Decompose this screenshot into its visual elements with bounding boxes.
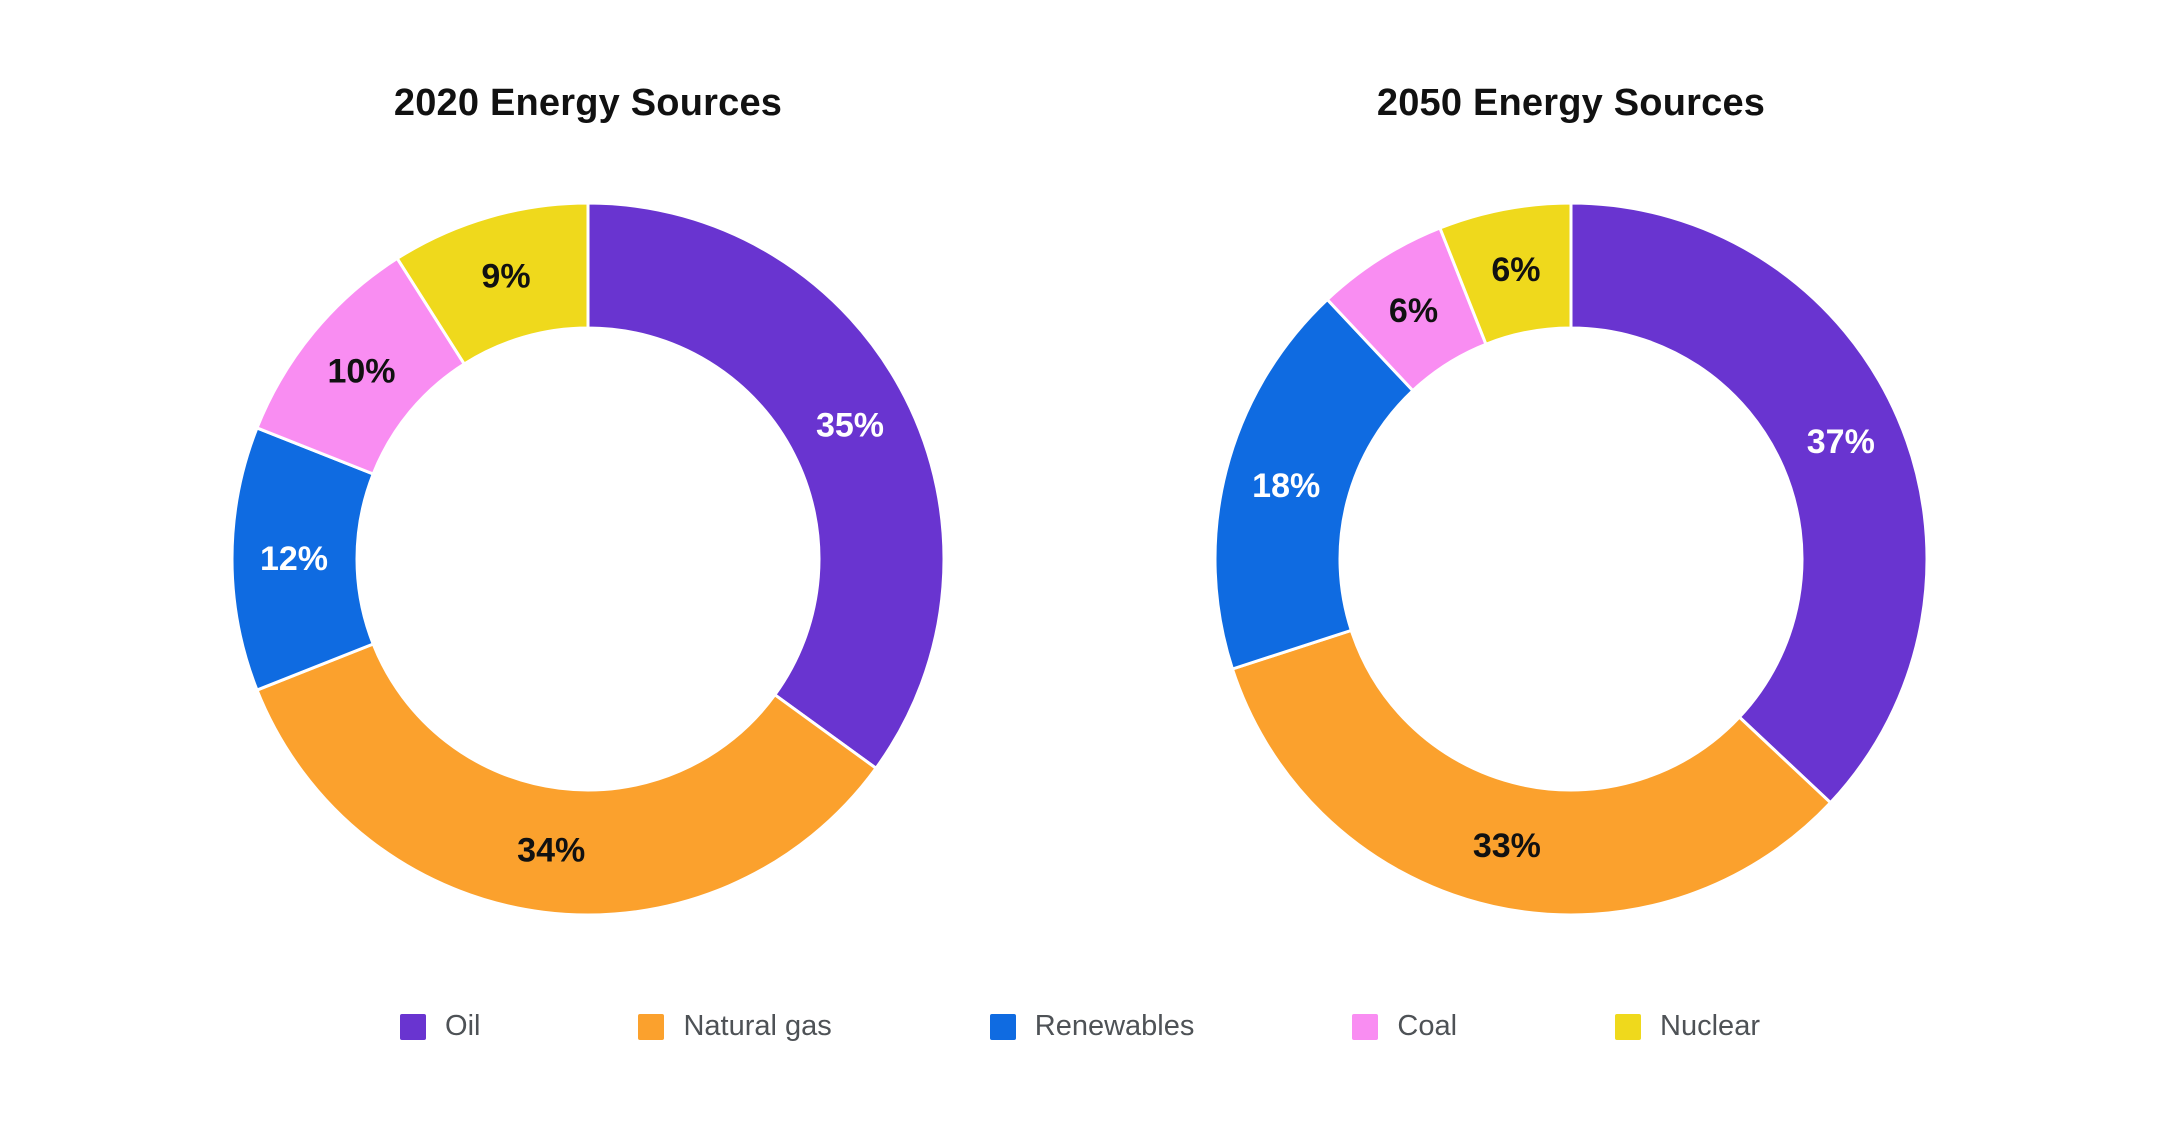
- slice-percent-label-renewables: 18%: [1252, 467, 1320, 505]
- legend-swatch-coal: [1352, 1013, 1379, 1040]
- donut-slice-nuclear: [395, 201, 590, 366]
- slice-percent-label-oil: 37%: [1807, 423, 1875, 461]
- legend: Oil Natural gas Renewables Coal Nuclear: [0, 1010, 2160, 1043]
- slice-percent-label-natural-gas: 34%: [517, 832, 585, 870]
- donut-chart-2050: 37% 33% 18% 6% 6%: [1213, 201, 1929, 917]
- legend-label: Oil: [445, 1010, 481, 1042]
- legend-swatch-natural-gas: [638, 1013, 665, 1040]
- chart-title-2020: 2020 Energy Sources: [393, 82, 783, 124]
- slice-percent-label-oil: 35%: [816, 407, 884, 445]
- donut-slice-oil: [586, 201, 946, 770]
- donut-slice-nuclear: [1438, 201, 1573, 346]
- legend-label: Renewables: [1034, 1010, 1195, 1042]
- legend-item-nuclear: Nuclear: [1615, 1010, 1760, 1043]
- chart-title-2050: 2050 Energy Sources: [1376, 82, 1766, 124]
- legend-item-renewables: Renewables: [989, 1010, 1195, 1043]
- legend-swatch-oil: [400, 1013, 427, 1040]
- legend-label: Nuclear: [1660, 1010, 1760, 1042]
- legend-swatch-nuclear: [1615, 1013, 1642, 1040]
- slice-percent-label-nuclear: 9%: [481, 258, 530, 296]
- slice-percent-label-natural-gas: 33%: [1473, 827, 1541, 865]
- legend-swatch-renewables: [989, 1013, 1016, 1040]
- legend-label: Coal: [1397, 1010, 1458, 1042]
- chart-2050: 2050 Energy Sources 37% 33% 18% 6% 6%: [1213, 78, 1929, 917]
- donut-slice-oil: [1569, 201, 1929, 805]
- donut-slice-natural-gas: [255, 642, 878, 917]
- legend-item-coal: Coal: [1352, 1010, 1457, 1043]
- chart-2020: 2020 Energy Sources 35% 34% 12% 10% 9%: [230, 78, 946, 917]
- legend-item-natural-gas: Natural gas: [638, 1010, 832, 1043]
- donut-slice-renewables: [1213, 297, 1415, 671]
- donut-slice-natural-gas: [1230, 628, 1833, 917]
- legend-label: Natural gas: [683, 1010, 832, 1042]
- donut-chart-2020: 35% 34% 12% 10% 9%: [230, 201, 946, 917]
- slice-percent-label-coal: 6%: [1389, 292, 1438, 330]
- legend-item-oil: Oil: [400, 1010, 480, 1043]
- slice-percent-label-renewables: 12%: [260, 540, 328, 578]
- slice-percent-label-nuclear: 6%: [1491, 251, 1540, 289]
- slice-percent-label-coal: 10%: [327, 353, 395, 391]
